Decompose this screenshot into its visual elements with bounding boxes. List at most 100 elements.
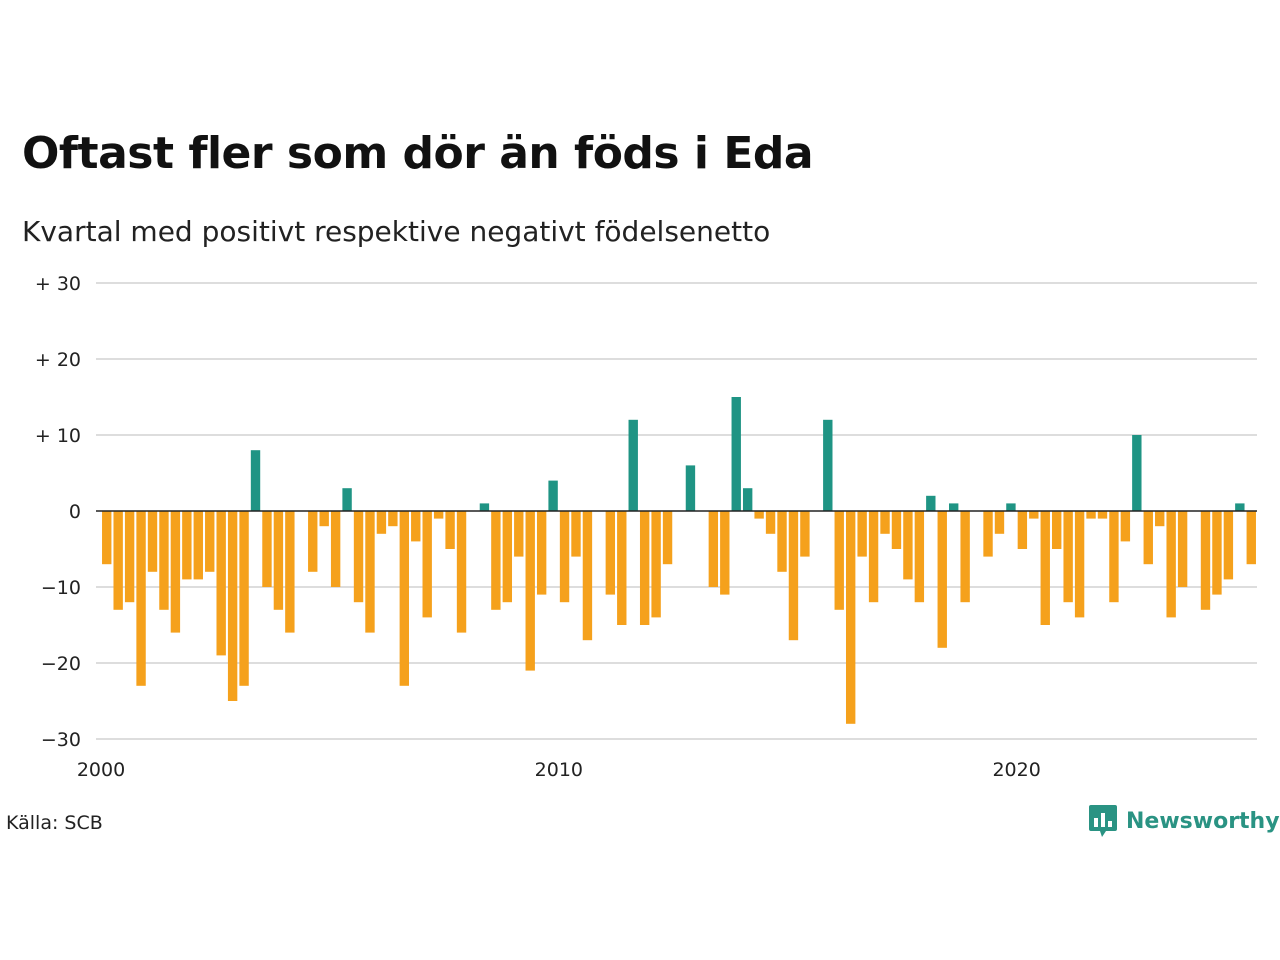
y-tick-label: + 10 <box>35 425 81 447</box>
bar <box>834 511 844 610</box>
newsworthy-logo-icon <box>1089 805 1117 837</box>
bar <box>708 511 719 587</box>
bar <box>147 511 158 572</box>
bar <box>182 511 192 580</box>
x-axis-ticks: 2000 2010 2020 <box>77 759 1041 781</box>
bar <box>571 511 581 557</box>
bar <box>754 511 764 519</box>
bar <box>342 488 352 511</box>
bar <box>536 511 547 595</box>
bar <box>1040 511 1050 625</box>
brand-name: Newsworthy <box>1126 808 1280 834</box>
bar <box>285 511 295 633</box>
bar <box>1223 511 1234 580</box>
bar <box>1097 511 1108 519</box>
bars <box>102 397 1256 724</box>
bar <box>1052 511 1062 549</box>
bar <box>1200 511 1211 610</box>
bar <box>433 511 444 519</box>
bar <box>1166 511 1176 618</box>
bar <box>525 511 535 671</box>
bar <box>124 511 135 603</box>
bar <box>159 511 169 610</box>
bar <box>239 511 249 686</box>
y-tick-label: −10 <box>41 577 81 599</box>
bar <box>788 511 799 641</box>
bar <box>548 480 558 511</box>
bar <box>685 465 696 511</box>
bar <box>170 511 181 633</box>
bar <box>559 511 570 603</box>
bar <box>216 511 226 656</box>
x-tick-label: 2000 <box>77 759 125 781</box>
bar <box>1109 511 1119 603</box>
bar <box>662 511 673 565</box>
bar <box>639 511 650 625</box>
bar <box>1029 511 1039 519</box>
bar <box>983 511 993 557</box>
bar <box>845 511 856 724</box>
bar <box>720 511 730 595</box>
bar <box>102 511 112 565</box>
bar <box>742 488 753 511</box>
bar <box>445 511 455 549</box>
bar <box>617 511 627 625</box>
bar <box>193 511 203 580</box>
bar <box>205 511 215 572</box>
bar <box>1235 503 1245 511</box>
bar <box>994 511 1005 534</box>
bar <box>891 511 902 549</box>
bar <box>731 397 741 511</box>
bar <box>937 511 947 648</box>
bar <box>1177 511 1188 587</box>
y-axis-ticks: + 30 + 20 + 10 0 −10 −20 −30 <box>35 273 81 751</box>
bar <box>411 511 421 542</box>
bar <box>1006 503 1016 511</box>
bar <box>1143 511 1153 565</box>
bar <box>605 511 616 595</box>
bar <box>1086 511 1096 519</box>
bar <box>960 511 970 603</box>
bar <box>479 503 490 511</box>
bar <box>1212 511 1222 595</box>
bar <box>1132 435 1142 511</box>
bar <box>823 419 833 511</box>
bar <box>227 511 238 701</box>
bar <box>880 511 890 534</box>
chart-title: Oftast fler som dör än föds i Eda <box>22 128 814 179</box>
y-tick-label: −30 <box>41 729 81 751</box>
bar <box>422 511 432 618</box>
bar <box>1017 511 1028 549</box>
bar <box>628 419 638 511</box>
bar <box>365 511 375 633</box>
bar <box>800 511 810 557</box>
bar <box>1246 511 1256 565</box>
bar <box>353 511 364 603</box>
bar <box>868 511 879 603</box>
bar <box>1155 511 1165 527</box>
bar <box>456 511 467 633</box>
bar <box>1120 511 1131 542</box>
y-tick-label: + 30 <box>35 273 81 295</box>
bar <box>514 511 524 557</box>
bar <box>949 503 959 511</box>
bar <box>250 450 261 511</box>
brand-logo: Newsworthy <box>1088 803 1280 839</box>
bar <box>903 511 913 580</box>
y-tick-label: + 20 <box>35 349 81 371</box>
bar <box>582 511 593 641</box>
bar <box>491 511 501 610</box>
bar <box>857 511 867 557</box>
bar <box>1063 511 1073 603</box>
bar <box>1074 511 1085 618</box>
bar-chart: + 30 + 20 + 10 0 −10 −20 −30 2000 2010 2020 <box>35 273 1257 781</box>
bar <box>388 511 398 527</box>
bar <box>765 511 776 534</box>
bar <box>914 511 925 603</box>
bar <box>262 511 272 587</box>
bar <box>273 511 284 610</box>
bar <box>926 495 936 511</box>
bar <box>330 511 341 587</box>
chart-subtitle: Kvartal med positivt respektive negativt… <box>22 215 771 248</box>
bar <box>308 511 318 572</box>
